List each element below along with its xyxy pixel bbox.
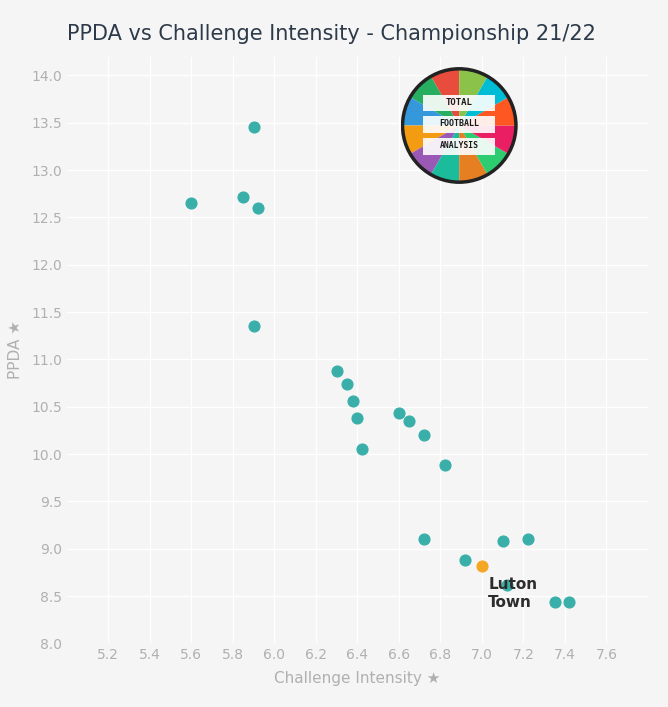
Y-axis label: PPDA ★: PPDA ★	[8, 320, 23, 380]
Point	[348, 395, 359, 407]
Wedge shape	[460, 126, 516, 154]
Point	[238, 191, 248, 202]
Point	[248, 121, 259, 132]
Wedge shape	[410, 76, 460, 126]
Wedge shape	[460, 126, 488, 182]
Point	[564, 596, 574, 607]
Point	[248, 321, 259, 332]
Point	[331, 365, 342, 376]
Point	[418, 429, 429, 440]
Point	[186, 197, 196, 209]
Point	[502, 579, 512, 590]
Wedge shape	[403, 97, 460, 126]
Point	[356, 444, 367, 455]
Text: PPDA vs Challenge Intensity - Championship 21/22: PPDA vs Challenge Intensity - Championsh…	[67, 24, 596, 44]
X-axis label: Challenge Intensity ★: Challenge Intensity ★	[274, 670, 441, 686]
Point	[460, 554, 471, 566]
Point	[497, 535, 508, 547]
Wedge shape	[431, 126, 460, 182]
Wedge shape	[460, 76, 508, 126]
Text: ANALYSIS: ANALYSIS	[440, 141, 479, 151]
Text: TOTAL: TOTAL	[446, 98, 473, 107]
Wedge shape	[460, 126, 508, 175]
Point	[393, 408, 404, 419]
Point	[253, 202, 263, 214]
Point	[341, 378, 352, 390]
Text: Luton
Town: Luton Town	[488, 577, 537, 609]
FancyBboxPatch shape	[423, 116, 496, 132]
FancyBboxPatch shape	[423, 139, 496, 155]
Wedge shape	[410, 126, 460, 175]
Point	[440, 460, 450, 471]
FancyBboxPatch shape	[423, 95, 496, 112]
Point	[418, 534, 429, 545]
Wedge shape	[460, 69, 488, 126]
Wedge shape	[460, 97, 516, 126]
Text: FOOTBALL: FOOTBALL	[440, 119, 479, 128]
Wedge shape	[403, 126, 460, 154]
Point	[549, 596, 560, 607]
Point	[522, 534, 533, 545]
Point	[352, 412, 363, 423]
Point	[476, 560, 487, 571]
Wedge shape	[431, 69, 460, 126]
Point	[404, 415, 415, 426]
